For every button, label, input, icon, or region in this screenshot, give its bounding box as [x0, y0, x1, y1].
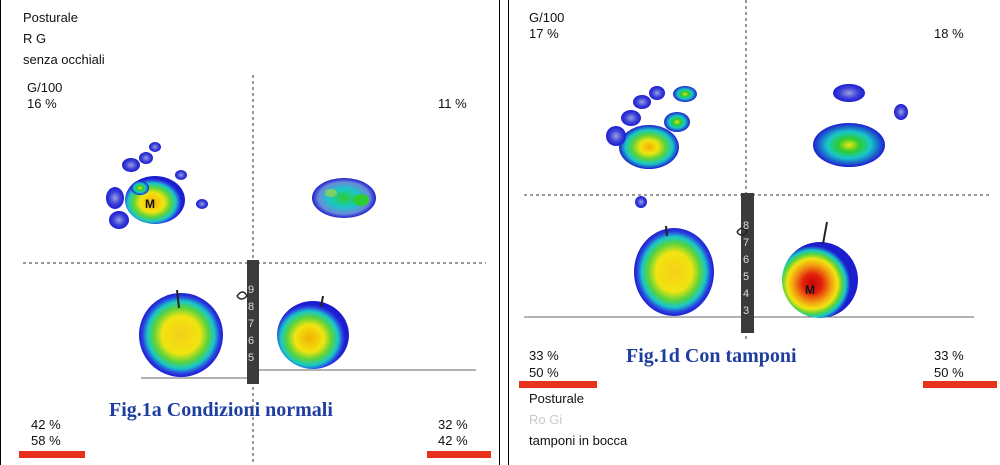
- pct-bottom-right-1: 32 %: [438, 417, 468, 432]
- forefoot-right-blob: [312, 178, 376, 218]
- panel-fig-1a: Posturale R G senza occhiali G/100 16 % …: [0, 0, 500, 465]
- pct-bottom-right-2: 42 %: [438, 433, 468, 448]
- trace-mark: [822, 221, 828, 245]
- small-blob: [894, 104, 908, 120]
- small-blob: [664, 112, 690, 132]
- heel-left-blob: [634, 228, 714, 316]
- small-blob: [109, 211, 129, 229]
- panel-fig-1d: G/100 17 % 18 % M 876543 33 % 50 % Fig.1…: [508, 0, 1000, 465]
- max-marker: M: [145, 197, 155, 211]
- pct-bottom-left-2: 50 %: [529, 365, 559, 380]
- small-blob: [606, 126, 626, 146]
- pct-bottom-left-1: 42 %: [31, 417, 61, 432]
- pct-bottom-right-2: 50 %: [934, 365, 964, 380]
- forefoot-right-blob: [813, 123, 885, 167]
- heel-right-blob: [277, 301, 349, 369]
- patient-name: Ro Gi: [529, 412, 563, 427]
- small-blob: [635, 196, 647, 208]
- heel-left-blob: [139, 293, 223, 377]
- trace-mark: [665, 225, 668, 237]
- figure-caption: Fig.1d Con tamponi: [626, 345, 797, 367]
- pct-top-right: 11 %: [438, 96, 467, 111]
- pct-bottom-right-1: 33 %: [934, 348, 964, 363]
- small-blob: [633, 95, 651, 109]
- trace-mark: [736, 227, 748, 236]
- report-title: Posturale: [23, 10, 78, 25]
- pressure-map-1d: [524, 0, 989, 340]
- pct-bottom-left-2: 58 %: [31, 433, 61, 448]
- pct-bottom-left-1: 33 %: [529, 348, 559, 363]
- scale-label: G/100: [529, 10, 565, 25]
- highlight-bar-right: [427, 451, 491, 458]
- small-blob: [833, 84, 865, 102]
- figure-caption: Fig.1a Condizioni normali: [109, 399, 333, 421]
- report-title: Posturale: [529, 391, 584, 406]
- small-blob: [149, 142, 161, 152]
- highlight-bar-right: [923, 381, 997, 388]
- heel-right-blob: [782, 242, 858, 318]
- small-blob: [353, 194, 369, 206]
- scale-label: G/100: [27, 80, 63, 95]
- condition-label: senza occhiali: [23, 52, 105, 67]
- forefoot-left-blob: [619, 125, 679, 169]
- small-blob: [196, 199, 208, 209]
- pct-top-right: 18 %: [934, 26, 964, 41]
- small-blob: [106, 187, 124, 209]
- highlight-bar-left: [519, 381, 597, 388]
- small-blob: [139, 152, 153, 164]
- pct-top-left: 16 %: [27, 96, 57, 111]
- ruler-digits: 876543: [743, 220, 750, 317]
- scale-ruler: [247, 260, 259, 384]
- pressure-map-1a: [23, 75, 486, 465]
- trace-mark: [176, 289, 180, 309]
- small-blob: [175, 170, 187, 180]
- small-blob: [621, 110, 641, 126]
- trace-mark: [236, 291, 248, 300]
- small-blob: [131, 181, 149, 195]
- trace-mark: [320, 295, 324, 308]
- patient-name: R G: [23, 31, 47, 46]
- max-marker: M: [805, 283, 815, 297]
- ruler-digits: 98765: [248, 284, 255, 364]
- condition-label: tamponi in bocca: [529, 433, 628, 448]
- small-blob: [649, 86, 665, 100]
- highlight-bar-left: [19, 451, 85, 458]
- small-blob: [325, 189, 337, 197]
- small-blob: [122, 158, 140, 172]
- small-blob: [673, 86, 697, 102]
- pct-top-left: 17 %: [529, 26, 559, 41]
